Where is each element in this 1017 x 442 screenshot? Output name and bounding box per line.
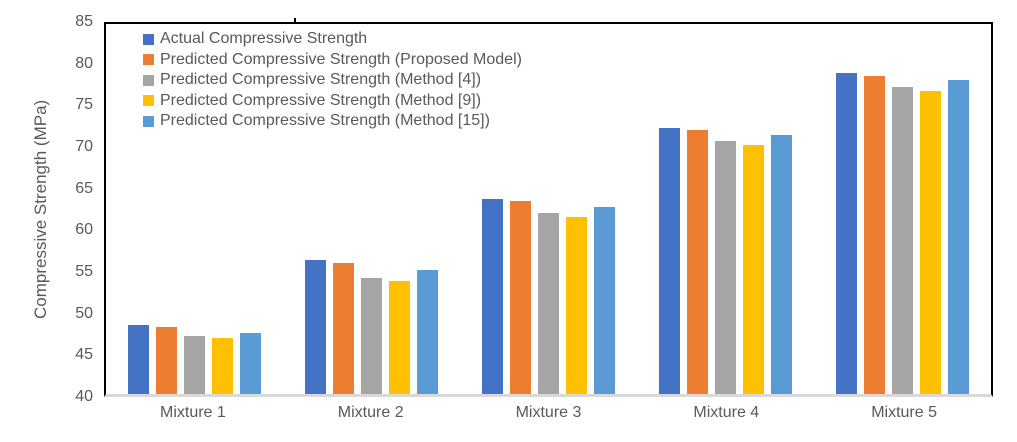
top-tick-mark [294, 18, 296, 23]
bar [184, 336, 205, 394]
legend-item: Predicted Compressive Strength (Method [… [143, 111, 522, 132]
bar [920, 90, 941, 394]
bar [333, 263, 354, 394]
bar [836, 73, 857, 394]
bar-group-3 [460, 24, 637, 394]
y-tick-label: 80 [75, 54, 93, 72]
bar [305, 259, 326, 394]
y-tick-label: 70 [75, 138, 93, 155]
y-tick-label: 40 [75, 388, 93, 405]
legend-label: Predicted Compressive Strength (Method [… [160, 112, 490, 130]
y-tick-label: 75 [75, 96, 93, 114]
y-tick-label: 45 [75, 346, 93, 364]
bar [417, 269, 438, 394]
legend-item: Predicted Compressive Strength (Method [… [143, 70, 522, 91]
bar [212, 338, 233, 394]
y-tick-label: 65 [75, 179, 93, 197]
legend-label: Predicted Compressive Strength (Method [… [160, 71, 482, 89]
legend-item: Predicted Compressive Strength (Proposed… [143, 50, 522, 71]
bar [156, 327, 177, 394]
bar-group-4 [637, 24, 814, 394]
legend-label: Predicted Compressive Strength (Method [… [160, 91, 482, 109]
bar-group-5 [814, 24, 991, 394]
bar [948, 79, 969, 394]
legend-marker-icon [143, 33, 154, 45]
legend-item: Actual Compressive Strength [143, 29, 522, 50]
plot-bars [106, 24, 991, 394]
legend: Actual Compressive Strength Predicted Com… [143, 29, 522, 132]
bar [864, 75, 885, 394]
bar-group-2 [283, 24, 460, 394]
bar [659, 127, 680, 394]
bar [715, 140, 736, 394]
y-tick-label: 50 [75, 304, 93, 322]
y-axis-ticks: 85 80 75 70 65 60 55 50 45 40 [0, 0, 93, 442]
legend-marker-icon [143, 54, 154, 66]
y-tick-label: 55 [75, 263, 93, 280]
legend-label: Actual Compressive Strength [160, 30, 368, 48]
x-category-label: Mixture 5 [871, 404, 937, 421]
legend-label: Predicted Compressive Strength (Proposed… [160, 50, 522, 68]
legend-marker-icon [143, 115, 154, 127]
bar [538, 213, 559, 394]
bar [892, 86, 913, 394]
x-axis-labels: Mixture 1 Mixture 2 Mixture 3 Mixture 4 Mixt… [104, 404, 993, 422]
legend-item: Predicted Compressive Strength (Method [… [143, 91, 522, 112]
x-category-label: Mixture 2 [337, 404, 404, 421]
bar [510, 200, 531, 394]
y-tick-label: 60 [75, 221, 93, 239]
x-category-label: Mixture 4 [693, 404, 760, 421]
legend-marker-icon [143, 74, 154, 86]
bar [566, 217, 587, 394]
bar [594, 206, 615, 394]
x-category-label: Mixture 1 [160, 404, 226, 421]
bar [771, 135, 792, 394]
bar [361, 278, 382, 394]
bar [743, 144, 764, 394]
bar-group-1 [106, 24, 283, 394]
plot-area: Actual Compressive Strength Predicted Com… [104, 18, 993, 397]
bar [482, 199, 503, 394]
bar [687, 130, 708, 394]
bar [128, 324, 149, 394]
legend-marker-icon [143, 95, 154, 107]
bar [240, 333, 261, 394]
x-category-label: Mixture 3 [515, 404, 582, 421]
y-tick-label: 85 [75, 13, 93, 30]
bar [389, 280, 410, 394]
